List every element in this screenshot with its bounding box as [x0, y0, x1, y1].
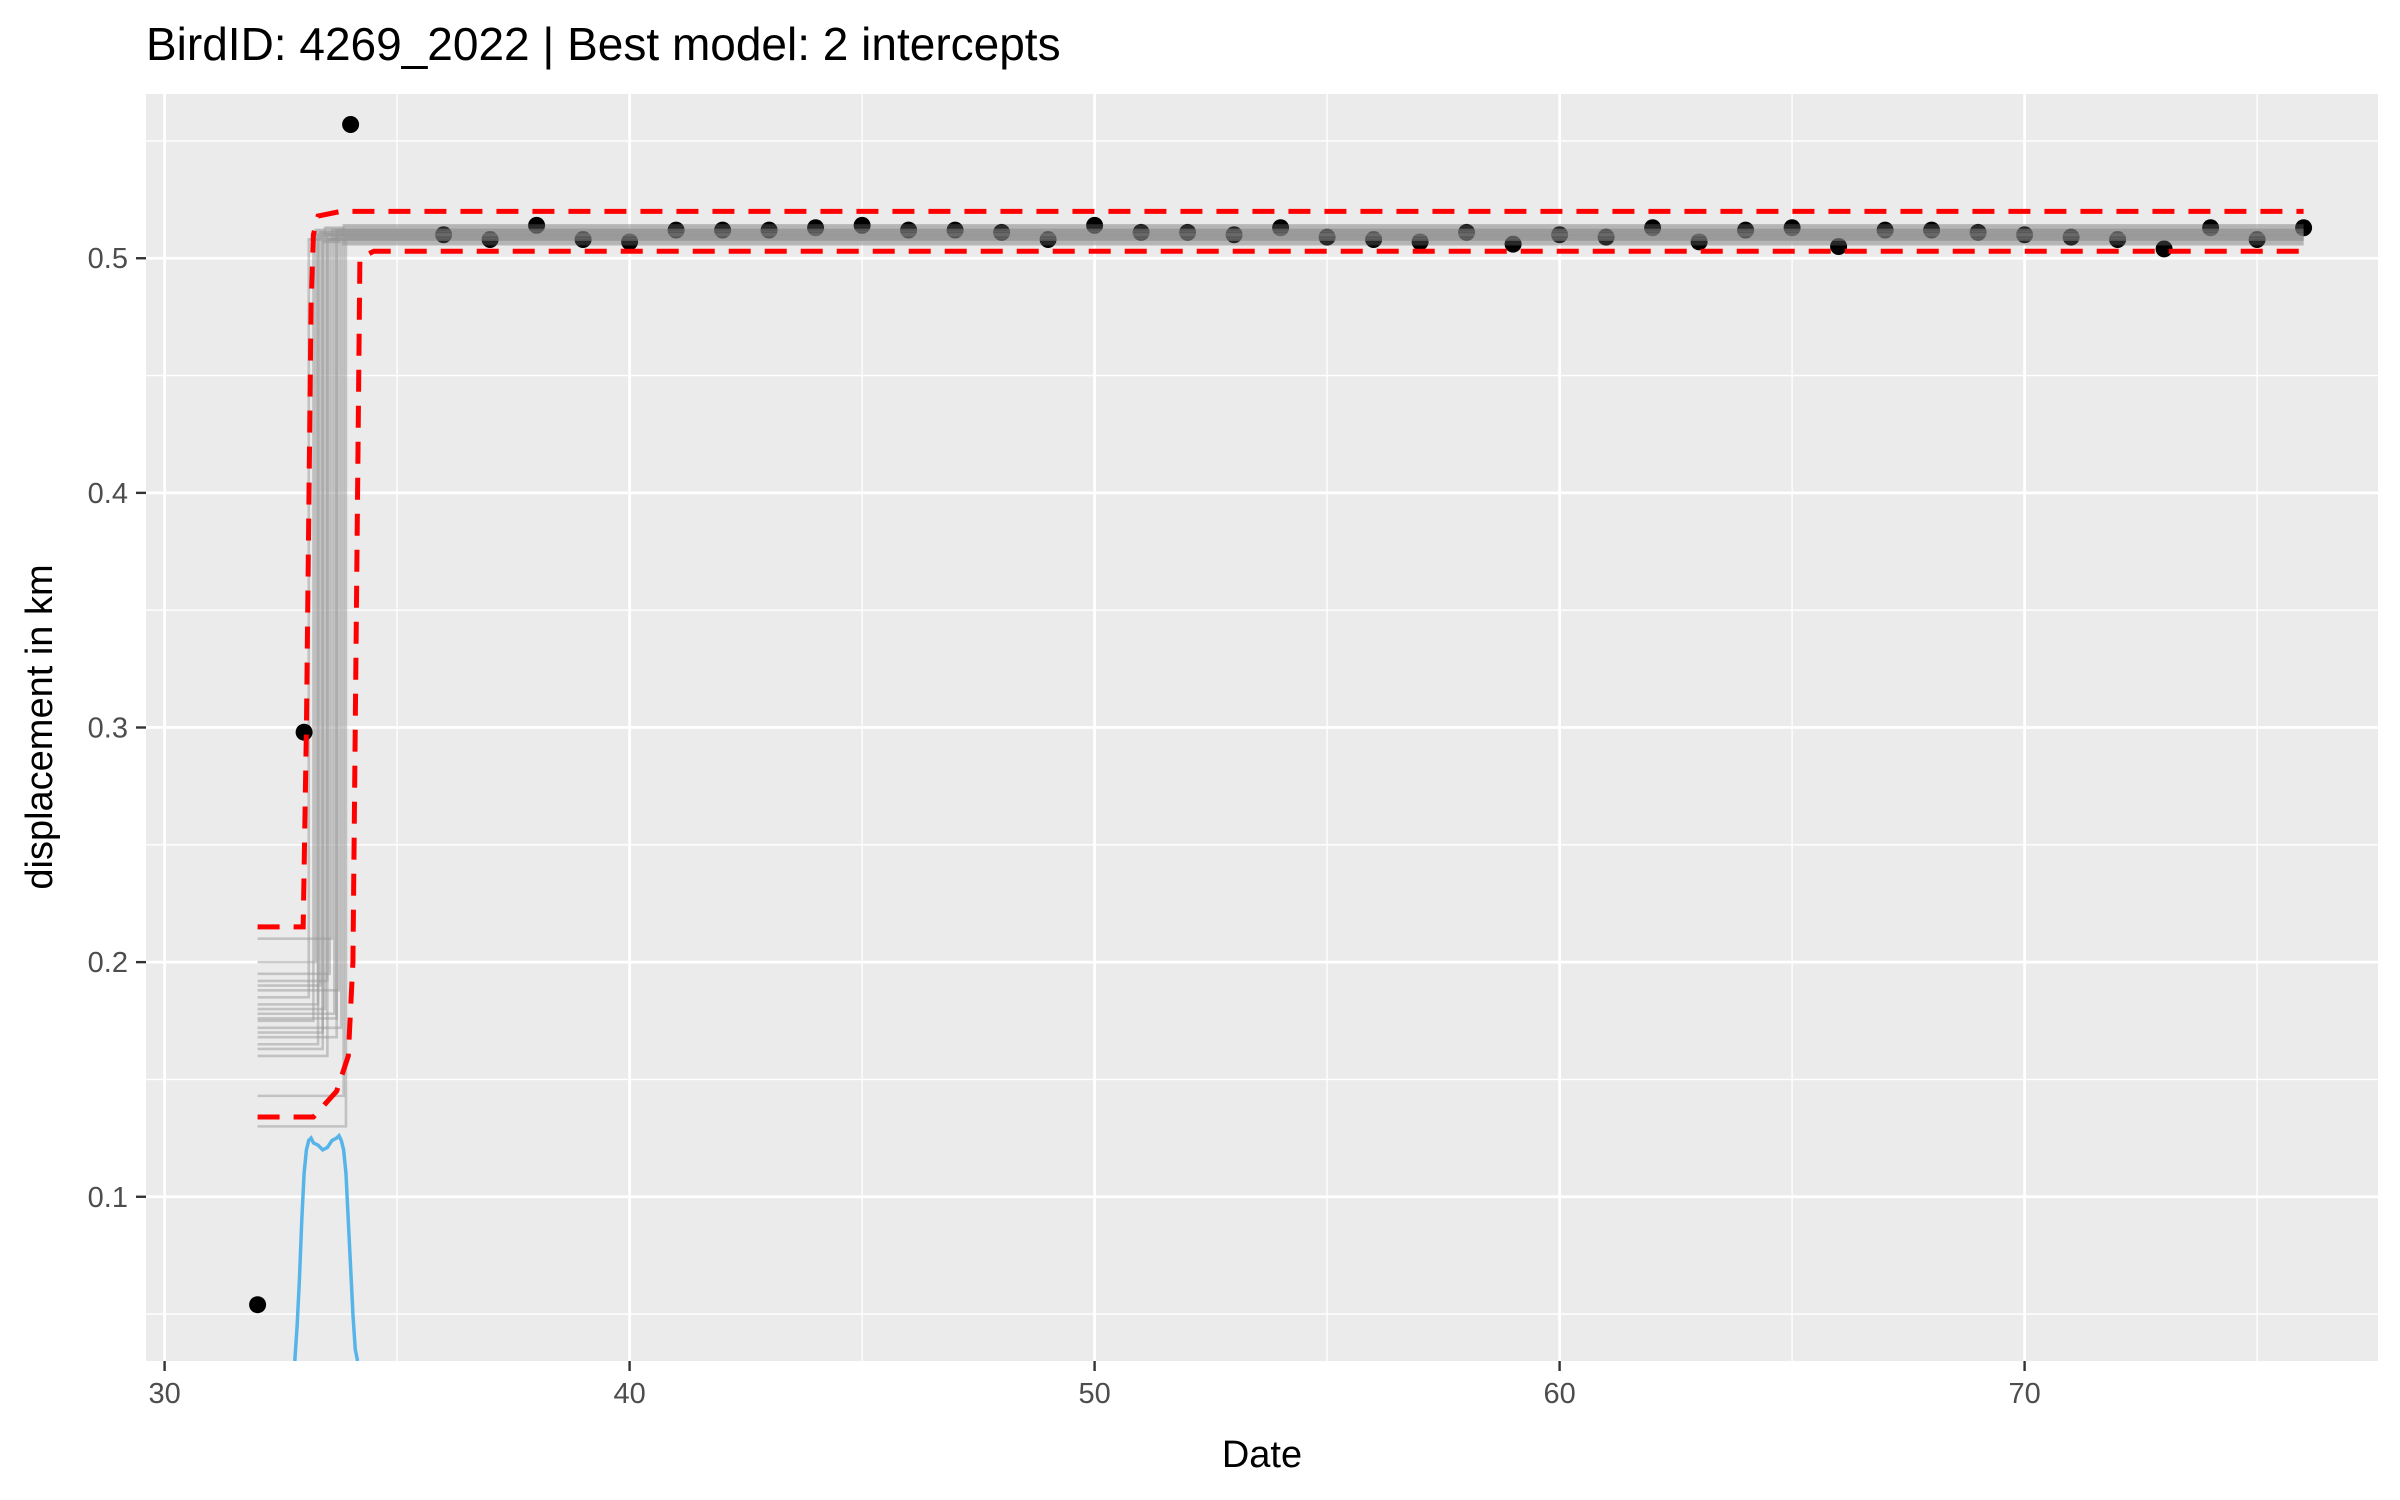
y-tick-label: 0.3 — [88, 713, 128, 745]
data-point — [1272, 219, 1290, 237]
data-point — [1597, 228, 1615, 246]
x-axis: 30 40 50 60 70 — [148, 1361, 2041, 1410]
data-point — [1365, 230, 1383, 248]
data-point — [2202, 219, 2220, 237]
y-tick-label: 0.5 — [88, 243, 128, 275]
y-tick-label: 0.2 — [88, 947, 128, 979]
data-point — [1830, 238, 1848, 256]
y-tick-label: 0.1 — [88, 1182, 128, 1214]
data-point — [249, 1296, 267, 1314]
credible-interval-lower — [257, 248, 2304, 1120]
posterior-fit-line — [257, 231, 2304, 1006]
data-point — [1783, 219, 1801, 237]
x-axis-title: Date — [1222, 1434, 1302, 1476]
data-point — [574, 230, 592, 248]
data-point — [667, 221, 685, 239]
data-point — [1737, 221, 1755, 239]
data-point — [1504, 235, 1522, 253]
data-point — [1225, 226, 1243, 244]
data-point — [1086, 216, 1104, 234]
data-point — [1039, 230, 1057, 248]
data-point — [1411, 233, 1429, 251]
posterior-fit-line — [257, 224, 2304, 1098]
data-point — [2062, 228, 2080, 246]
data-point — [760, 221, 778, 239]
x-tick-label: 40 — [613, 1378, 645, 1410]
data-point — [342, 116, 360, 134]
y-axis-title: displacement in km — [19, 564, 61, 889]
data-point — [2109, 230, 2127, 248]
changepoint-density — [293, 1132, 360, 1361]
data-points — [249, 116, 2313, 1314]
posterior-fit-line — [257, 238, 2304, 983]
data-point — [807, 219, 825, 237]
x-tick-label: 60 — [1543, 1378, 1575, 1410]
data-point — [2248, 230, 2266, 248]
data-point — [714, 221, 732, 239]
changepoint-density-line — [293, 1132, 360, 1361]
data-point — [1132, 223, 1150, 241]
data-point — [946, 221, 964, 239]
y-axis: 0.1 0.2 0.3 0.4 0.5 — [88, 243, 146, 1214]
data-point — [853, 216, 871, 234]
data-point — [2016, 226, 2034, 244]
chart-title: BirdID: 4269_2022 | Best model: 2 interc… — [146, 18, 1061, 70]
credible-interval-upper — [257, 208, 2304, 930]
credible-interval — [257, 208, 2304, 1120]
data-point — [2295, 219, 2313, 237]
major-gridlines — [146, 94, 2378, 1361]
data-point — [2155, 240, 2173, 258]
data-point — [900, 221, 918, 239]
posterior-fit-line — [257, 228, 2304, 1020]
data-point — [481, 230, 499, 248]
x-tick-label: 70 — [2008, 1378, 2040, 1410]
data-point — [1458, 223, 1476, 241]
x-tick-label: 50 — [1078, 1378, 1110, 1410]
data-point — [621, 233, 639, 251]
x-tick-label: 30 — [148, 1378, 180, 1410]
data-point — [1644, 219, 1662, 237]
data-point — [1969, 223, 1987, 241]
y-tick-label: 0.4 — [88, 478, 128, 510]
data-point — [528, 216, 546, 234]
data-point — [1179, 223, 1197, 241]
data-point — [1551, 226, 1569, 244]
posterior-fit-line — [257, 233, 2304, 1051]
data-point — [993, 223, 1011, 241]
data-point — [435, 226, 453, 244]
data-point — [1923, 221, 1941, 239]
posterior-fit-line — [257, 226, 2304, 1011]
data-point — [1690, 233, 1708, 251]
data-point — [1318, 228, 1336, 246]
data-point — [1876, 221, 1894, 239]
